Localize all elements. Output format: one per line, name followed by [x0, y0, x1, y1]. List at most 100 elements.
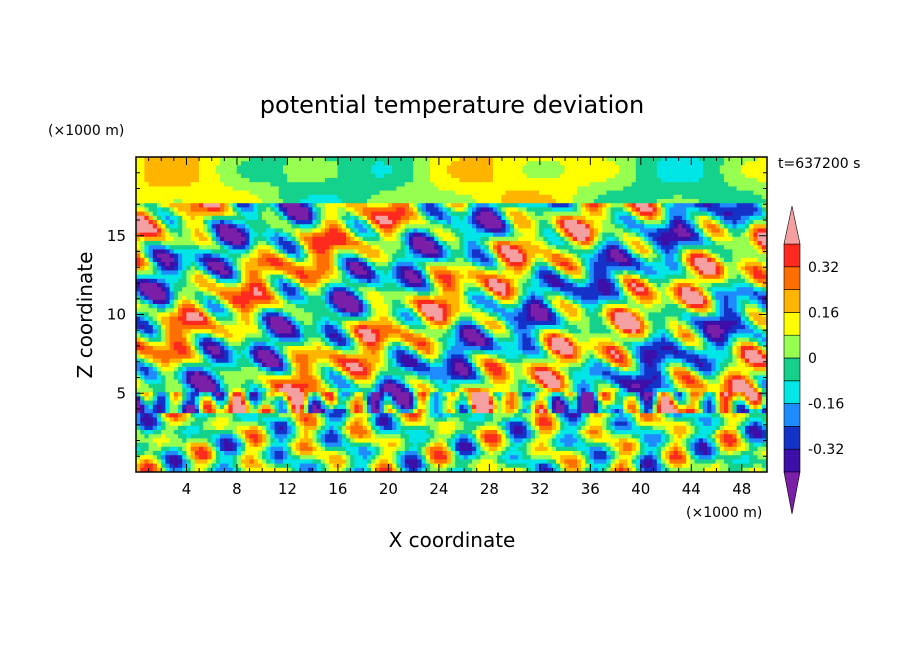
field-cell [346, 186, 351, 191]
field-cell [707, 186, 712, 191]
field-cell [472, 161, 477, 166]
field-cell [488, 157, 494, 162]
field-cell [173, 295, 179, 301]
field-cell [648, 220, 653, 225]
field-cell [337, 249, 343, 254]
field-cell [312, 291, 317, 296]
field-cell [581, 262, 586, 267]
field-cell [148, 266, 154, 271]
field-cell [698, 241, 704, 246]
field-cell [308, 287, 313, 292]
field-cell [564, 182, 569, 187]
field-cell [266, 228, 271, 233]
field-cell [509, 291, 515, 296]
field-cell [627, 262, 632, 267]
field-cell [761, 215, 767, 221]
field-cell [409, 165, 414, 170]
field-cell [593, 241, 599, 246]
field-cell [472, 274, 477, 280]
field-cell [472, 203, 477, 208]
field-cell [383, 266, 389, 271]
field-cell [161, 215, 166, 221]
field-cell [480, 270, 485, 275]
field-cell [316, 186, 322, 191]
field-cell [509, 182, 515, 187]
field-cell [631, 173, 637, 179]
field-cell [266, 178, 271, 183]
field-cell [627, 190, 632, 196]
field-cell [194, 228, 200, 233]
field-cell [598, 278, 603, 284]
field-cell [203, 178, 208, 183]
field-cell [451, 194, 456, 200]
field-cell [451, 283, 456, 288]
field-cell [413, 165, 418, 170]
field-cell [661, 266, 666, 271]
field-cell [568, 182, 574, 187]
field-cell [551, 232, 557, 238]
field-cell [211, 232, 217, 238]
field-cell [488, 178, 494, 183]
field-cell [640, 211, 645, 217]
field-cell [564, 224, 569, 229]
field-cell [392, 165, 397, 170]
field-cell [724, 257, 729, 263]
field-cell [530, 228, 536, 233]
field-cell [623, 266, 628, 271]
field-cell [656, 291, 662, 296]
field-cell [753, 278, 758, 284]
field-cell [497, 161, 502, 166]
field-cell [144, 274, 149, 280]
field-cell [392, 199, 397, 204]
field-cell [682, 169, 687, 175]
field-cell [627, 283, 632, 288]
field-cell [568, 157, 574, 162]
field-cell [703, 291, 708, 296]
field-cell [220, 278, 225, 284]
field-cell [451, 278, 456, 284]
field-cell [644, 245, 649, 250]
field-cell [627, 194, 632, 200]
field-cell [644, 194, 649, 200]
field-cell [148, 207, 154, 212]
field-cell [472, 165, 477, 170]
field-cell [253, 262, 259, 267]
field-cell [371, 224, 376, 229]
field-cell [467, 236, 473, 242]
field-cell [547, 270, 553, 275]
field-cell [304, 224, 309, 229]
field-cell [644, 224, 649, 229]
field-cell [749, 241, 754, 246]
field-cell [661, 236, 666, 242]
field-cell [690, 199, 695, 204]
field-cell [257, 199, 263, 204]
field-cell [316, 228, 322, 233]
field-cell [694, 236, 700, 242]
field-cell [543, 270, 548, 275]
field-cell [367, 165, 372, 170]
field-cell [409, 278, 414, 284]
field-cell [257, 207, 263, 212]
field-cell [707, 291, 712, 296]
field-cell [648, 194, 653, 200]
field-cell [480, 169, 485, 175]
field-cell [211, 257, 217, 263]
field-cell [648, 266, 653, 271]
field-cell [631, 224, 637, 229]
field-cell [144, 224, 149, 229]
field-cell [589, 173, 595, 179]
field-cell [316, 182, 322, 187]
field-cell [673, 165, 679, 170]
field-cell [161, 178, 166, 183]
field-cell [535, 266, 540, 271]
field-cell [682, 224, 687, 229]
field-cell [476, 241, 481, 246]
field-cell [656, 266, 662, 271]
field-cell [299, 270, 305, 275]
field-cell [711, 190, 716, 196]
field-cell [245, 283, 250, 288]
field-cell [459, 169, 464, 175]
field-cell [404, 245, 410, 250]
field-cell [144, 194, 149, 200]
field-cell [740, 173, 746, 179]
